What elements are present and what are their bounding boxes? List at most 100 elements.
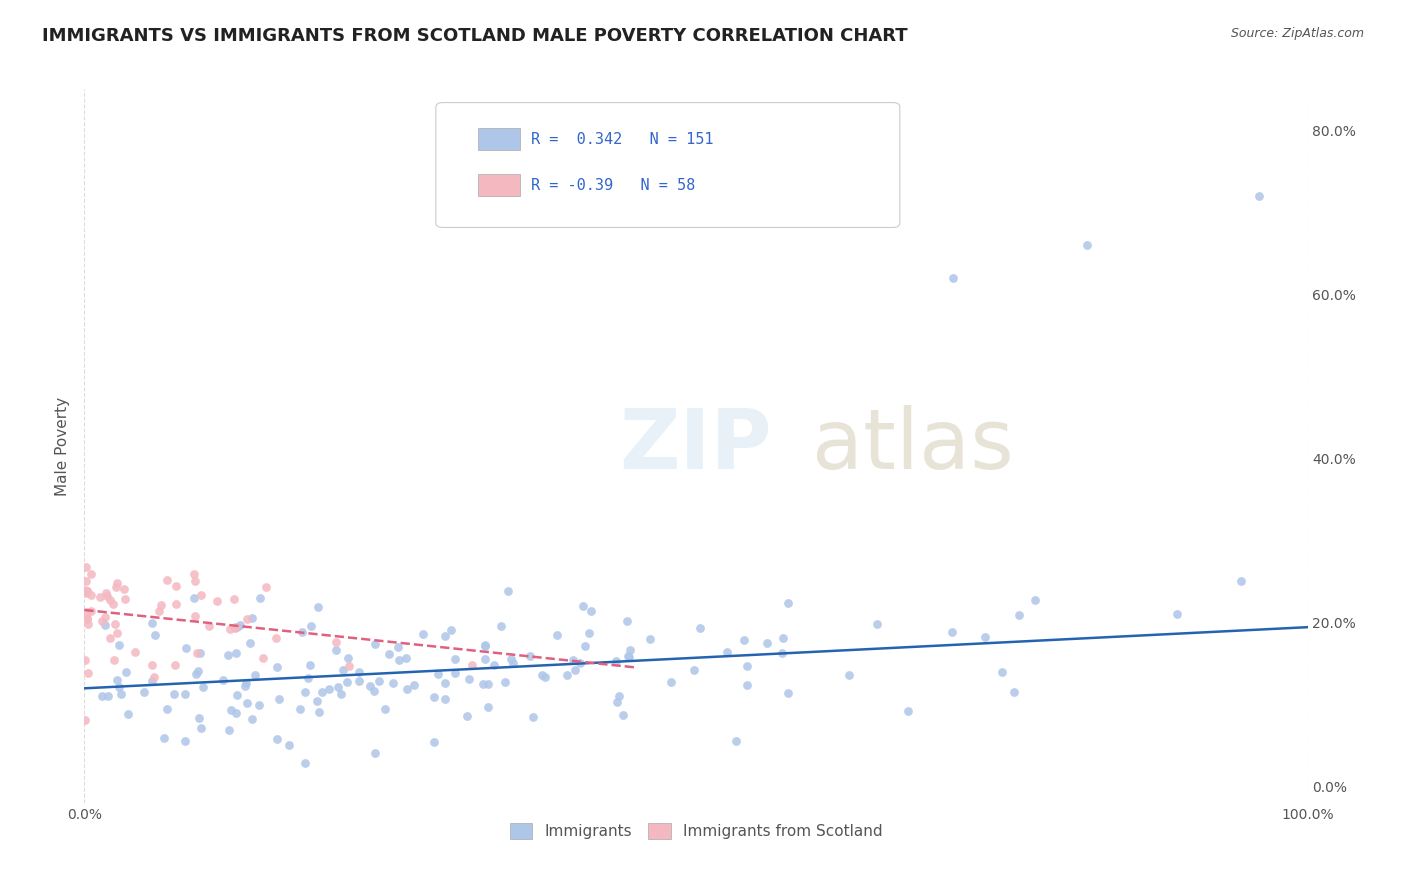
Point [546,628,568,642]
Point [607,690,630,704]
Point [433,675,456,690]
Point [153,731,176,746]
Point [378,647,401,661]
Point [80,567,103,582]
Point [245,668,267,682]
Point [318,681,340,696]
Legend: Immigrants, Immigrants from Scotland: Immigrants, Immigrants from Scotland [503,817,889,845]
Point [107,625,129,640]
Point [240,712,263,726]
Point [682,663,704,677]
Point [91,689,114,703]
Point [1002,685,1025,699]
Point [326,680,349,694]
Point [218,723,240,737]
Point [75,559,97,574]
Point [252,651,274,665]
Point [75,586,97,600]
Point [776,596,799,610]
Point [325,642,347,657]
Point [474,638,496,652]
Point [402,678,425,692]
Point [574,639,596,653]
Point [98,631,121,645]
Point [97,689,120,703]
Point [132,685,155,699]
Point [434,691,457,706]
Point [502,656,524,670]
Point [612,707,634,722]
Point [605,653,627,667]
Point [76,666,98,681]
Point [188,711,211,725]
Point [254,580,277,594]
Point [114,591,136,606]
Point [205,594,228,608]
Point [494,675,516,690]
Point [163,658,186,673]
Point [184,608,207,623]
Point [456,709,478,723]
Point [174,734,197,748]
Point [80,604,103,618]
Point [458,673,481,687]
Text: atlas: atlas [813,406,1014,486]
Point [308,705,330,719]
Point [942,270,965,285]
Point [530,667,553,681]
Point [141,657,163,672]
Point [142,670,165,684]
Point [105,673,128,688]
Y-axis label: Male Poverty: Male Poverty [55,396,70,496]
Point [311,685,333,699]
Point [412,627,434,641]
Point [105,576,128,591]
Point [422,735,444,749]
Point [191,680,214,694]
Point [76,584,98,599]
Point [433,629,456,643]
Point [1230,574,1253,589]
Point [564,664,586,678]
Point [294,756,316,771]
Point [267,692,290,706]
Point [477,677,499,691]
Point [224,620,246,634]
Point [163,687,186,701]
Point [264,631,287,645]
Point [165,579,187,593]
Point [533,670,555,684]
Point [381,676,404,690]
Point [444,652,467,666]
Point [226,620,249,634]
Point [733,633,755,648]
Point [866,617,889,632]
Point [374,702,396,716]
Point [572,599,595,614]
Point [461,658,484,673]
Point [1008,607,1031,622]
Point [364,637,387,651]
Text: R =  0.342   N = 151: R = 0.342 N = 151 [531,132,714,146]
Point [1076,238,1098,252]
Point [387,640,409,655]
Point [229,618,252,632]
Point [471,677,494,691]
Point [330,687,353,701]
Point [735,678,758,692]
Point [336,651,359,665]
Point [75,653,97,667]
Point [725,734,748,748]
Point [294,685,316,699]
Point [197,619,219,633]
Point [363,684,385,698]
Point [226,689,249,703]
Point [838,668,860,682]
Point [149,599,172,613]
Point [247,698,270,712]
Point [222,592,245,607]
Point [225,646,247,660]
Point [93,609,115,624]
Point [716,644,738,658]
Point [75,574,97,589]
